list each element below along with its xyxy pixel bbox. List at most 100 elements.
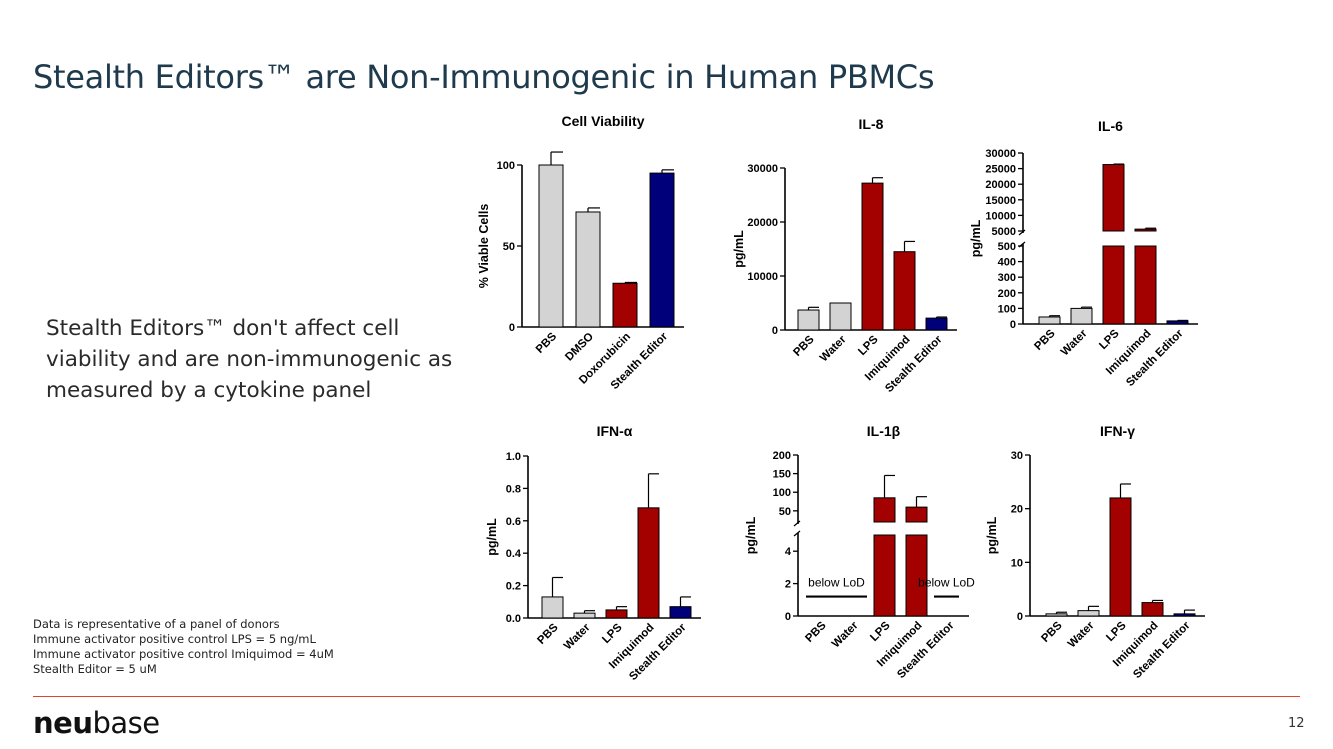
y-tick-label: 0.8 [506,483,521,495]
x-tick-label-stealth-editor: Stealth Editor [895,619,957,681]
x-tick-label-lps: LPS [868,619,893,644]
y-axis-label: pg/mL [985,516,999,554]
x-tick-label-stealth-editor: Stealth Editor [1131,619,1193,681]
y-tick-label: 50 [779,506,791,518]
bar-pbs [538,164,564,328]
x-tick-label-lps: LPS [1104,619,1129,644]
x-tick-label-water: Water [1066,619,1097,650]
y-tick-label: 150 [773,469,791,481]
x-tick-label-stealth-editor: Stealth Editor [883,333,945,395]
x-tick-label-water: Water [562,621,593,652]
y-axis-label: pg/mL [969,219,983,257]
y-tick-label: 200 [998,288,1016,300]
chart-cell-viability: Cell Viability % Viable Cells 0 50 100 PBS DMS… [477,113,684,392]
y-tick-label: 30000 [985,148,1016,160]
x-tick-label-water: Water [1059,327,1090,358]
axis-break-mark-upper [793,520,801,527]
x-tick-label-lps: LPS [856,333,881,358]
x-tick-label-dmso: DMSO [563,331,596,364]
bar-imiquimod [905,506,928,523]
x-tick-label-stealth-editor: Stealth Editor [1124,327,1186,389]
y-tick-label: 20 [1011,504,1023,516]
bar-stealth-editor [669,606,692,619]
bar-imiquimod-lower [1134,245,1157,325]
bar-imiquimod-lower [905,534,928,617]
y-tick-label: 200 [773,450,791,462]
chart-title: IFN-α [597,423,633,439]
bar-pbs [1038,316,1061,325]
y-tick-label: 4 [785,546,792,558]
y-tick-label: 300 [998,272,1016,284]
x-tick-label-lps: LPS [600,621,625,646]
y-tick-label: 0 [1017,611,1023,623]
y-tick-label: 0.4 [506,548,522,560]
bar-water [1070,307,1093,325]
y-tick-label: 2 [785,579,791,591]
y-axis-label: pg/mL [732,230,746,268]
bar-imiquimod [1141,602,1164,617]
x-tick-label-water: Water [818,333,849,364]
y-tick-label: 20000 [747,217,778,229]
footnote-stealth-editor: Stealth Editor = 5 uM [33,662,157,676]
y-tick-label: 0 [1010,319,1016,331]
y-tick-label: 0 [509,322,515,334]
bar-lps-lower [873,534,896,617]
bar-water [573,612,596,619]
chart-il-6: IL-6 pg/mL 0 100 200 300 400 500 5000 10000 15000 2… [969,118,1198,389]
y-tick-label: 100 [497,160,515,172]
axis-break-mark-lower [793,530,801,537]
bar-stealth-editor [1173,613,1196,617]
lod-annotation-1: below LoD [918,576,975,590]
logo-bold-part: neu [33,706,93,740]
x-tick-label-pbs: PBS [535,621,560,646]
y-axis-label: % Viable Cells [477,204,491,289]
bar-lps [861,182,884,331]
x-tick-label-pbs: PBS [1039,619,1064,644]
y-axis-label: pg/mL [744,516,758,554]
y-tick-label: 0.6 [506,516,521,528]
bar-lps [605,609,628,619]
bar-lps [873,497,896,523]
bar-imiquimod [893,251,916,331]
y-tick-label: 50 [503,241,515,253]
y-tick-label: 100 [773,487,791,499]
chart-title: IL-8 [859,116,884,132]
chart-title: IL-6 [1098,118,1123,134]
y-tick-label: 500 [998,241,1016,253]
y-tick-label: 20000 [985,179,1016,191]
logo-light-part: base [92,706,160,740]
y-tick-label: 0 [785,611,791,623]
footnote-lps: Immune activator positive control LPS = … [33,632,316,646]
neubase-logo: neubase [33,706,160,740]
footnote-donors: Data is representative of a panel of don… [33,617,280,631]
x-tick-label-pbs: PBS [1032,327,1057,352]
slide-title: Stealth Editors™ are Non-Immunogenic in … [33,58,935,96]
bar-pbs [1045,613,1068,617]
footnotes: Data is representative of a panel of don… [33,617,334,677]
y-tick-label: 30000 [747,163,778,175]
bar-dmso [575,211,601,328]
bar-stealth-editor [1166,320,1189,325]
y-tick-label: 0.2 [506,581,521,593]
y-tick-label: 100 [998,303,1016,315]
footnote-imiquimod: Immune activator positive control Imiqui… [33,647,334,661]
bar-lps [1102,164,1125,232]
chart-title: Cell Viability [562,113,645,129]
y-tick-label: 25000 [985,164,1016,176]
y-tick-label: 15000 [985,195,1016,207]
y-tick-label: 0.0 [506,613,521,625]
y-tick-label: 1.0 [506,451,521,463]
bar-imiquimod [1134,228,1157,232]
chart-title: IFN-γ [1100,423,1135,439]
bar-water [1077,610,1100,617]
x-tick-label-pbs: PBS [791,333,816,358]
x-tick-label-pbs: PBS [534,330,559,355]
y-tick-label: 10000 [985,210,1016,222]
y-tick-label: 30 [1011,450,1023,462]
bar-doxorubicin [612,282,638,328]
y-tick-label: 0 [772,325,778,337]
